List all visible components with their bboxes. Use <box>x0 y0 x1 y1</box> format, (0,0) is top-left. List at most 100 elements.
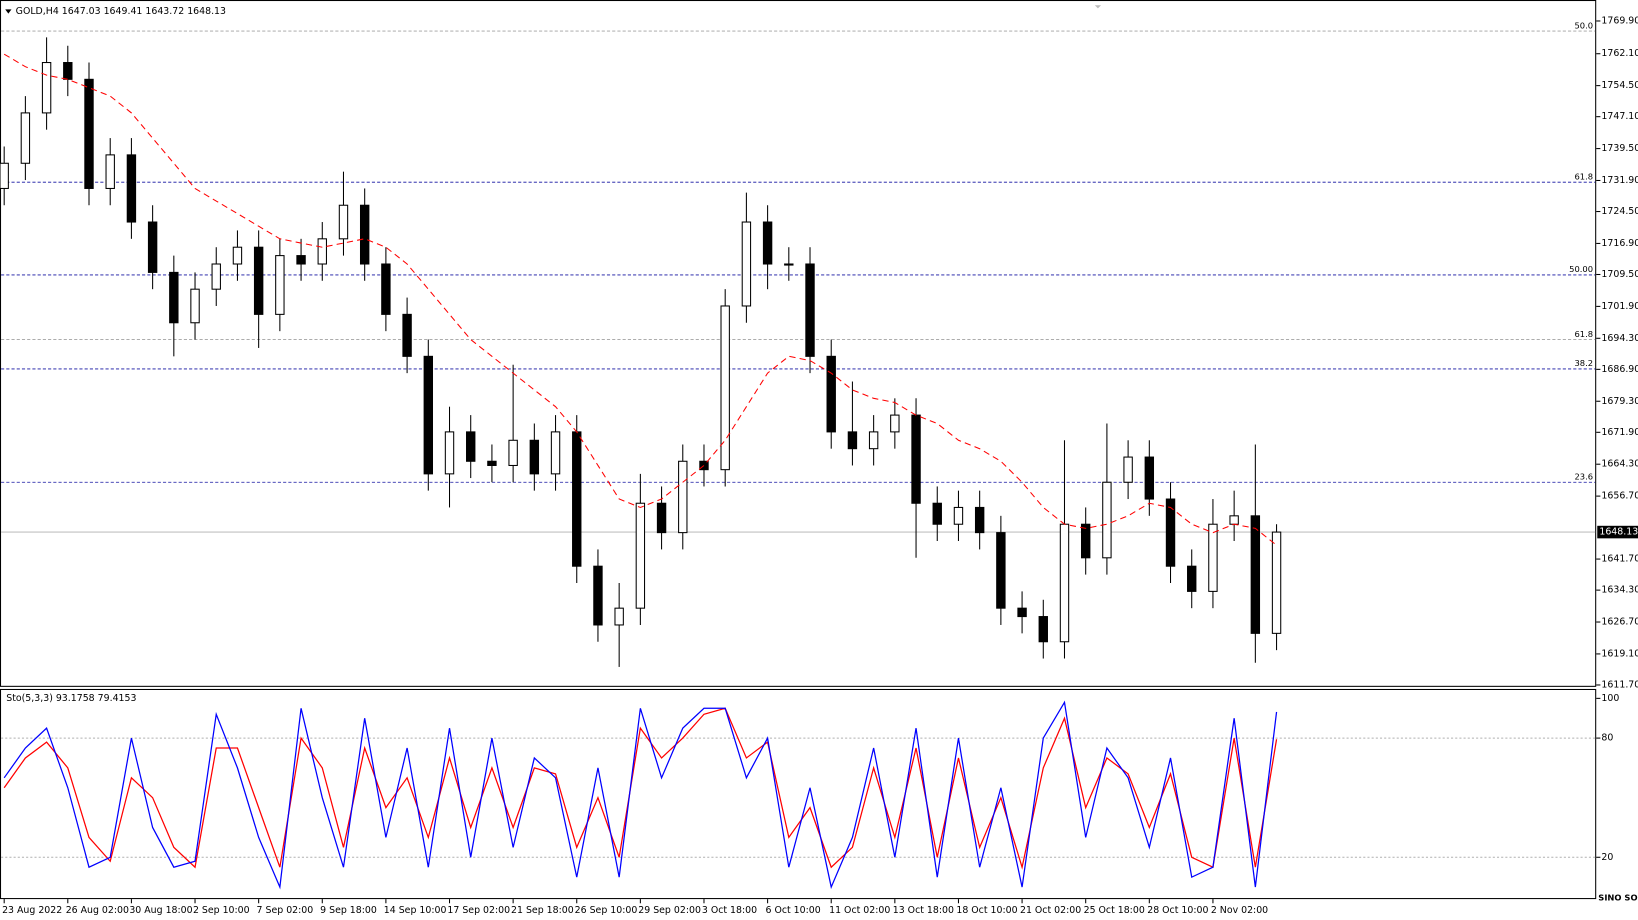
moving-average <box>3 53 1277 546</box>
candle-body <box>1250 515 1261 634</box>
candle-body <box>720 305 730 471</box>
x-tick-label: 14 Sep 10:00 <box>384 905 447 916</box>
candle-body <box>593 565 603 626</box>
x-tick-label: 6 Oct 10:00 <box>766 905 821 916</box>
fib-label: 61.8 <box>1574 329 1593 339</box>
candle-body <box>699 460 709 471</box>
x-tick-label: 26 Sep 10:00 <box>575 905 638 916</box>
y-tick-label: 1634.30 <box>1601 585 1638 596</box>
y-tick-label: 1739.50 <box>1601 143 1638 154</box>
y-tick-label: 1762.10 <box>1601 48 1638 59</box>
stochastic-header: Sto(5,3,3) 93.1758 79.4153 <box>6 693 136 704</box>
y-tick-label: 1709.50 <box>1601 269 1638 280</box>
candle-body <box>1123 456 1133 483</box>
x-tick-label: 26 Aug 02:00 <box>66 905 129 916</box>
x-tick-label: 17 Sep 02:00 <box>447 905 510 916</box>
candle-body <box>974 506 985 534</box>
candle-body <box>63 62 73 80</box>
candle-body <box>741 221 752 307</box>
stoch-tick-label: 80 <box>1601 733 1613 744</box>
candle-body <box>784 263 794 266</box>
candle-body <box>147 221 158 273</box>
y-tick-label: 1664.30 <box>1601 459 1638 470</box>
y-tick-label: 1619.10 <box>1601 648 1638 659</box>
candle-body <box>466 431 476 462</box>
candle-body <box>20 112 31 164</box>
y-tick-label: 1769.90 <box>1601 15 1638 26</box>
candle-body <box>190 288 200 324</box>
candle-body <box>1229 515 1239 525</box>
candle-body <box>1208 523 1218 592</box>
y-tick-label: 1641.70 <box>1601 554 1638 565</box>
candle-body <box>572 431 582 567</box>
candle-body <box>1102 481 1112 559</box>
candle-body <box>996 532 1006 609</box>
candle-body <box>444 431 455 475</box>
candle-body <box>1017 607 1027 618</box>
candle-body <box>826 355 836 433</box>
x-tick-label: 2 Nov 02:00 <box>1211 905 1268 916</box>
candle-body <box>805 263 815 357</box>
x-tick-label: 18 Oct 10:00 <box>956 905 1017 916</box>
candle-body <box>529 439 540 475</box>
candle-body <box>1038 616 1048 643</box>
y-tick-label: 1611.70 <box>1601 679 1638 690</box>
y-tick-label: 1694.30 <box>1601 333 1638 344</box>
x-tick-label: 21 Oct 02:00 <box>1020 905 1081 916</box>
candle-body <box>847 431 858 450</box>
current-price-label: 1648.13 <box>1599 527 1638 538</box>
x-tick-label: 13 Oct 18:00 <box>893 905 954 916</box>
candle-body <box>317 238 327 265</box>
candle-body <box>84 78 94 189</box>
candle-body <box>911 414 921 504</box>
candle-body <box>1187 565 1197 592</box>
fib-label: 23.6 <box>1574 472 1593 482</box>
x-tick-label: 28 Oct 10:00 <box>1147 905 1208 916</box>
stochastic-line <box>3 707 1278 870</box>
y-tick-label: 1626.70 <box>1601 617 1638 628</box>
candle-body <box>1080 523 1091 559</box>
candle-body <box>41 62 52 114</box>
y-tick-label: 1724.50 <box>1601 206 1638 217</box>
candle-body <box>253 246 264 315</box>
fib-label: 50.00 <box>1569 264 1593 274</box>
candle-body <box>614 607 624 626</box>
candle-body <box>762 221 773 265</box>
candle-body <box>169 271 179 324</box>
candle-body <box>1059 523 1070 643</box>
stoch-tick-label: 100 <box>1601 693 1619 704</box>
candle-body <box>550 431 561 475</box>
candle-body <box>126 154 137 223</box>
candle-body <box>105 154 115 189</box>
x-tick-label: 29 Sep 02:00 <box>638 905 701 916</box>
candle-body <box>678 460 688 534</box>
x-tick-label: 21 Sep 18:00 <box>511 905 574 916</box>
candle-body <box>487 460 497 466</box>
candle-body <box>1165 498 1176 567</box>
candle-body <box>0 162 9 189</box>
candle-body <box>508 439 518 466</box>
y-tick-label: 1716.90 <box>1601 238 1638 249</box>
candle-body <box>296 255 306 265</box>
x-tick-label: 30 Aug 18:00 <box>129 905 192 916</box>
candle-body <box>868 431 879 450</box>
stochastic-panel <box>0 688 1597 900</box>
candle-body <box>656 502 667 534</box>
y-tick-label: 1731.90 <box>1601 175 1638 186</box>
chart-header: GOLD,H4 1647.03 1649.41 1643.72 1648.13 <box>16 6 226 17</box>
x-tick-label: 3 Oct 18:00 <box>702 905 757 916</box>
stoch-tick-label: 20 <box>1601 852 1613 863</box>
candle-body <box>932 502 942 525</box>
x-tick-label: 23 Aug 2022 <box>2 905 62 916</box>
fib-label: 38.2 <box>1574 358 1593 368</box>
menu-arrow <box>5 9 12 14</box>
current-price-box <box>1597 525 1638 539</box>
x-tick-label: 11 Oct 02:00 <box>829 905 890 916</box>
scroll-marker <box>1094 5 1102 9</box>
x-tick-label: 25 Oct 18:00 <box>1084 905 1145 916</box>
candle-body <box>359 204 370 265</box>
y-tick-label: 1679.30 <box>1601 396 1638 407</box>
y-tick-label: 1671.90 <box>1601 427 1638 438</box>
